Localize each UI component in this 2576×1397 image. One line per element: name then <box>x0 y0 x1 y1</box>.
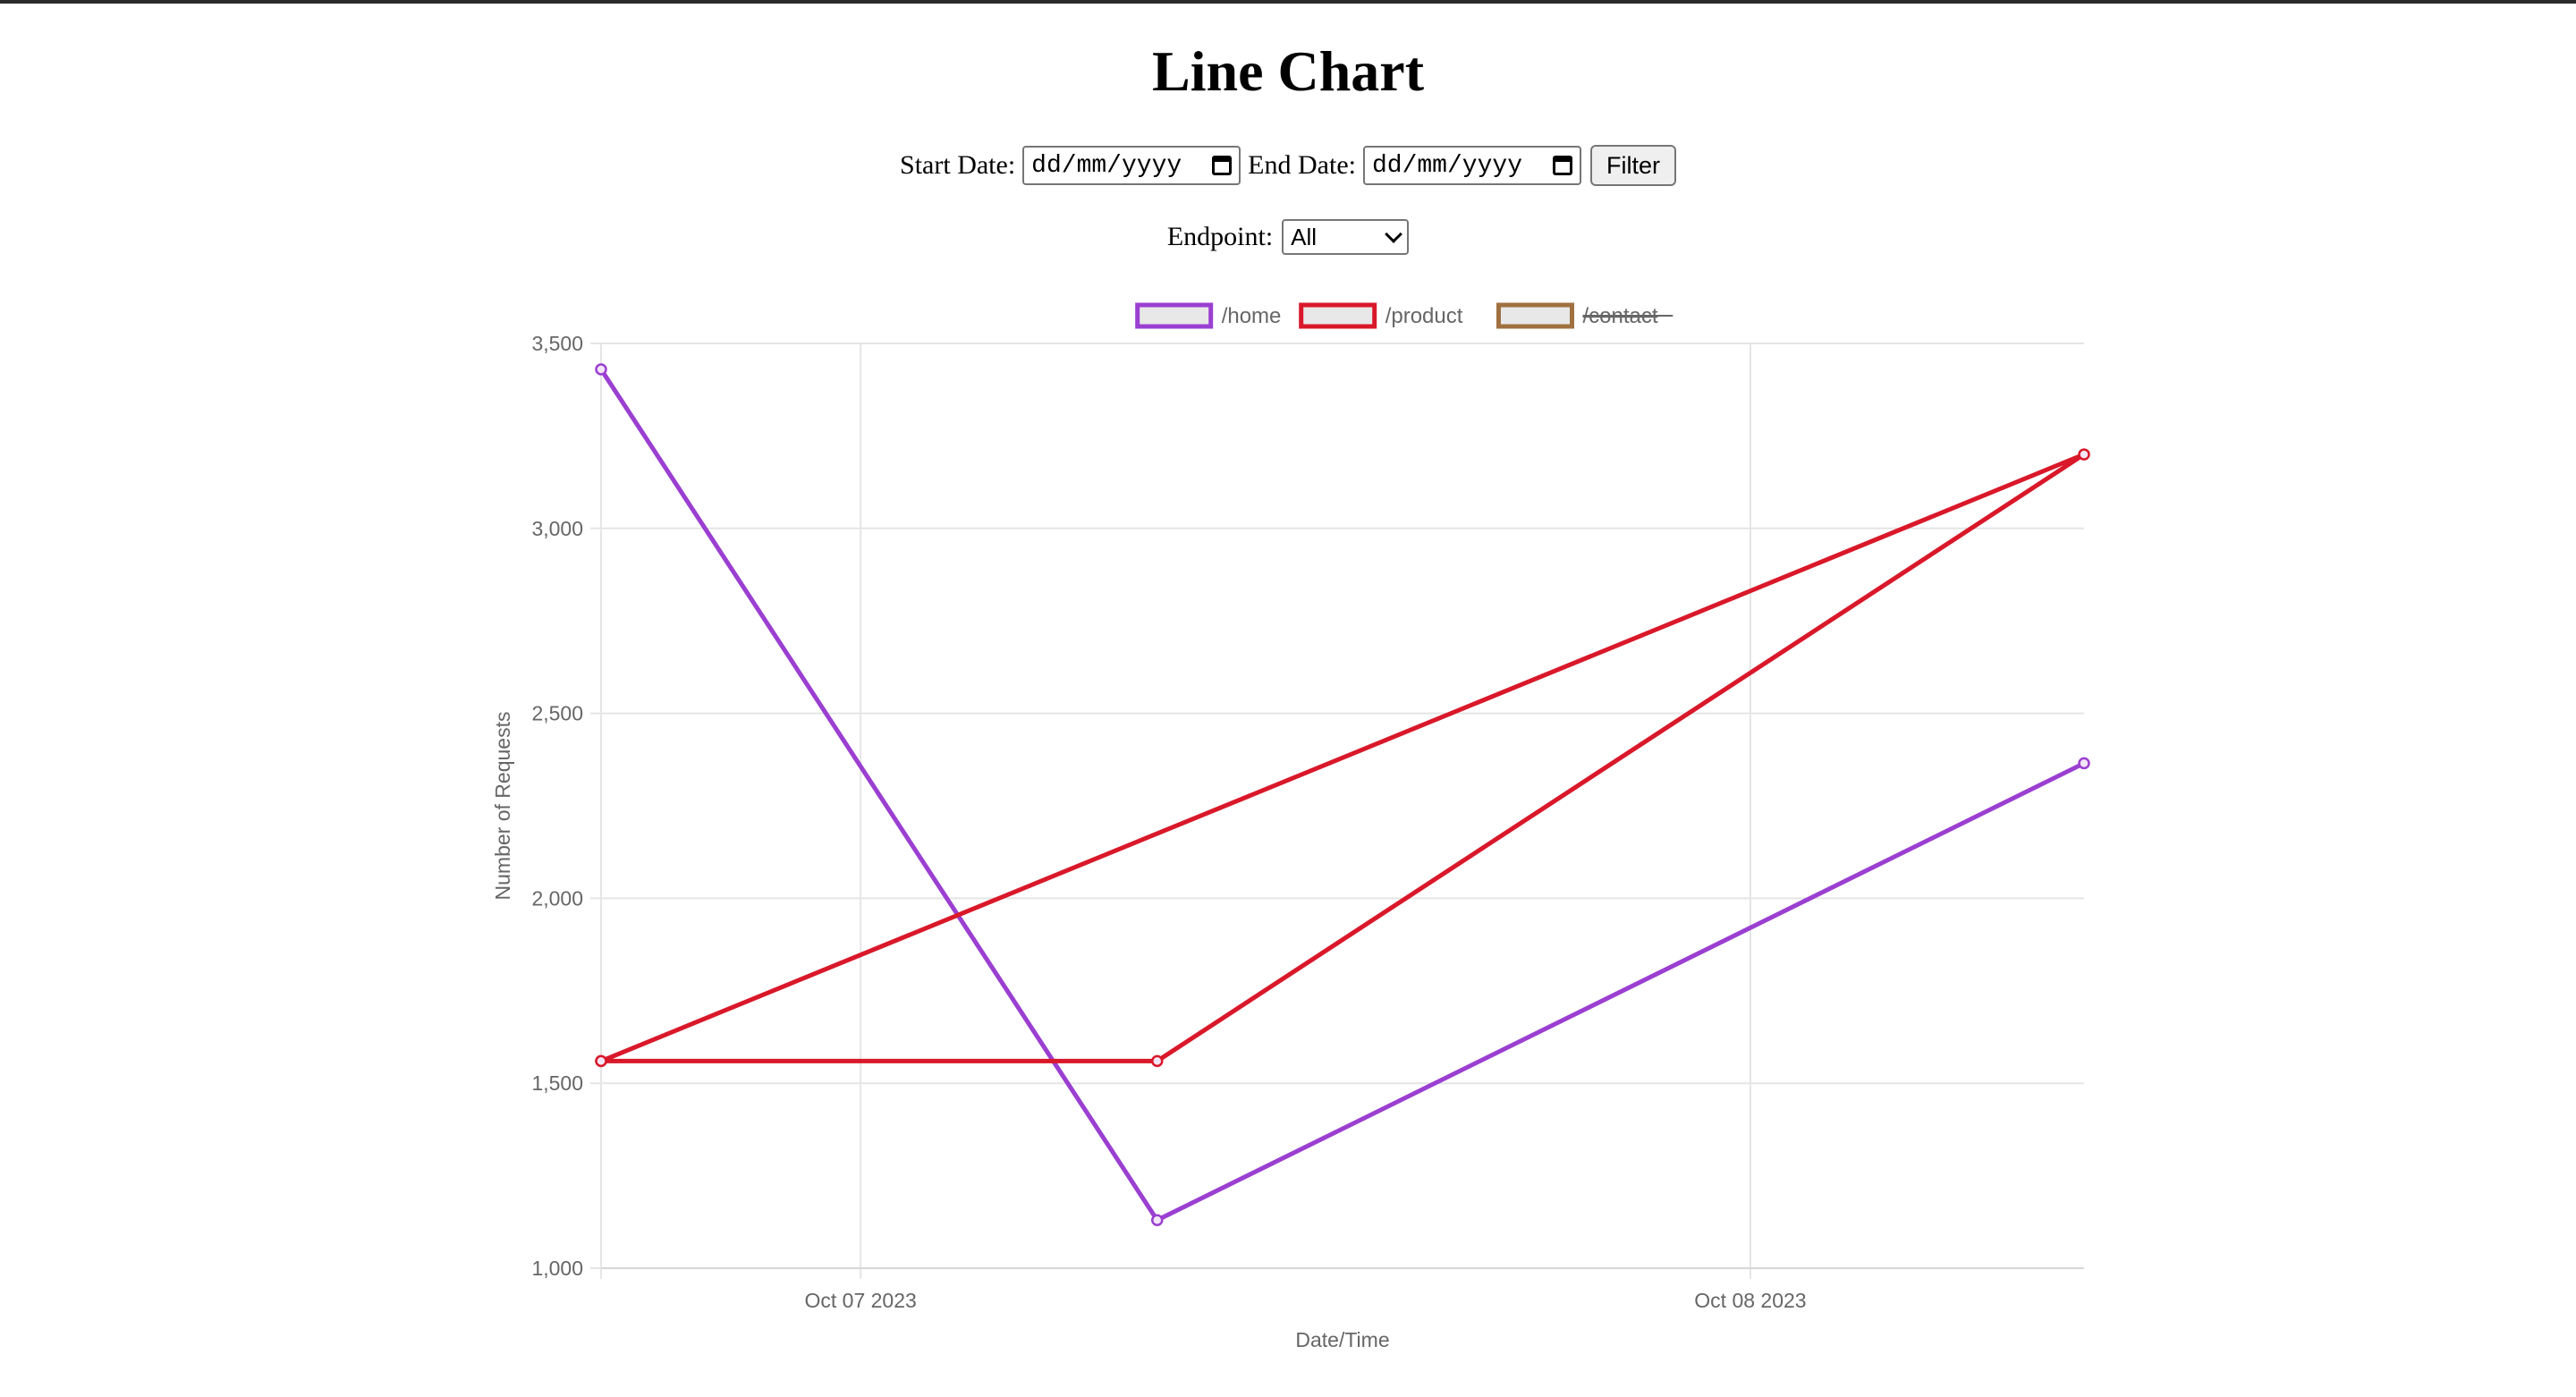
data-point-home <box>2078 757 2090 770</box>
y-tick-label: 1,000 <box>531 1257 583 1280</box>
data-point-product <box>2078 448 2090 461</box>
x-tick-label: Oct 08 2023 <box>1694 1289 1806 1312</box>
x-axis-title: Date/Time <box>1295 1328 1389 1351</box>
endpoint-selected-value: All <box>1291 223 1318 250</box>
window-top-border <box>0 0 2576 4</box>
data-point-home <box>595 363 607 376</box>
start-date-input[interactable]: dd/mm/yyyy <box>1022 146 1241 185</box>
data-point-home <box>1151 1214 1164 1226</box>
y-tick-label: 1,500 <box>531 1071 583 1095</box>
y-tick-label: 3,000 <box>531 517 583 540</box>
calendar-icon[interactable] <box>1552 156 1572 175</box>
legend-item-contact[interactable]: /contact <box>1496 302 1674 329</box>
end-date-input[interactable]: dd/mm/yyyy <box>1362 146 1581 185</box>
date-filter-row: Start Date: dd/mm/yyyy End Date: dd/mm/y… <box>0 143 2576 188</box>
series-line-home <box>598 367 2087 1223</box>
end-date-value: dd/mm/yyyy <box>1371 151 1522 180</box>
legend-item-product[interactable]: /product <box>1299 302 1463 329</box>
legend-label: /product <box>1385 304 1463 328</box>
filter-button[interactable]: Filter <box>1589 145 1676 186</box>
endpoint-filter-row: Endpoint: All <box>0 215 2576 259</box>
x-tick-label: Oct 07 2023 <box>804 1289 916 1312</box>
endpoint-label: Endpoint: <box>1166 222 1274 251</box>
end-date-label: End Date: <box>1248 150 1356 180</box>
y-tick-label: 2,500 <box>531 702 583 725</box>
y-axis-title: Number of Requests <box>491 712 514 901</box>
y-tick-label: 2,000 <box>531 886 583 910</box>
page-title: Line Chart <box>1152 39 1424 103</box>
start-date-label: Start Date: <box>900 150 1016 180</box>
legend-swatch <box>1496 302 1574 329</box>
endpoint-select[interactable]: All <box>1282 219 1410 255</box>
data-point-product <box>595 1054 607 1068</box>
legend-item-home[interactable]: /home <box>1135 302 1282 329</box>
legend-label: /home <box>1222 304 1282 328</box>
y-tick-label: 3,500 <box>531 332 583 355</box>
legend-swatch <box>1135 302 1214 329</box>
series-line-product <box>598 452 2087 1063</box>
calendar-icon[interactable] <box>1212 156 1233 175</box>
data-point-product <box>1151 1054 1164 1068</box>
legend-swatch <box>1299 302 1377 329</box>
start-date-value: dd/mm/yyyy <box>1031 151 1182 180</box>
